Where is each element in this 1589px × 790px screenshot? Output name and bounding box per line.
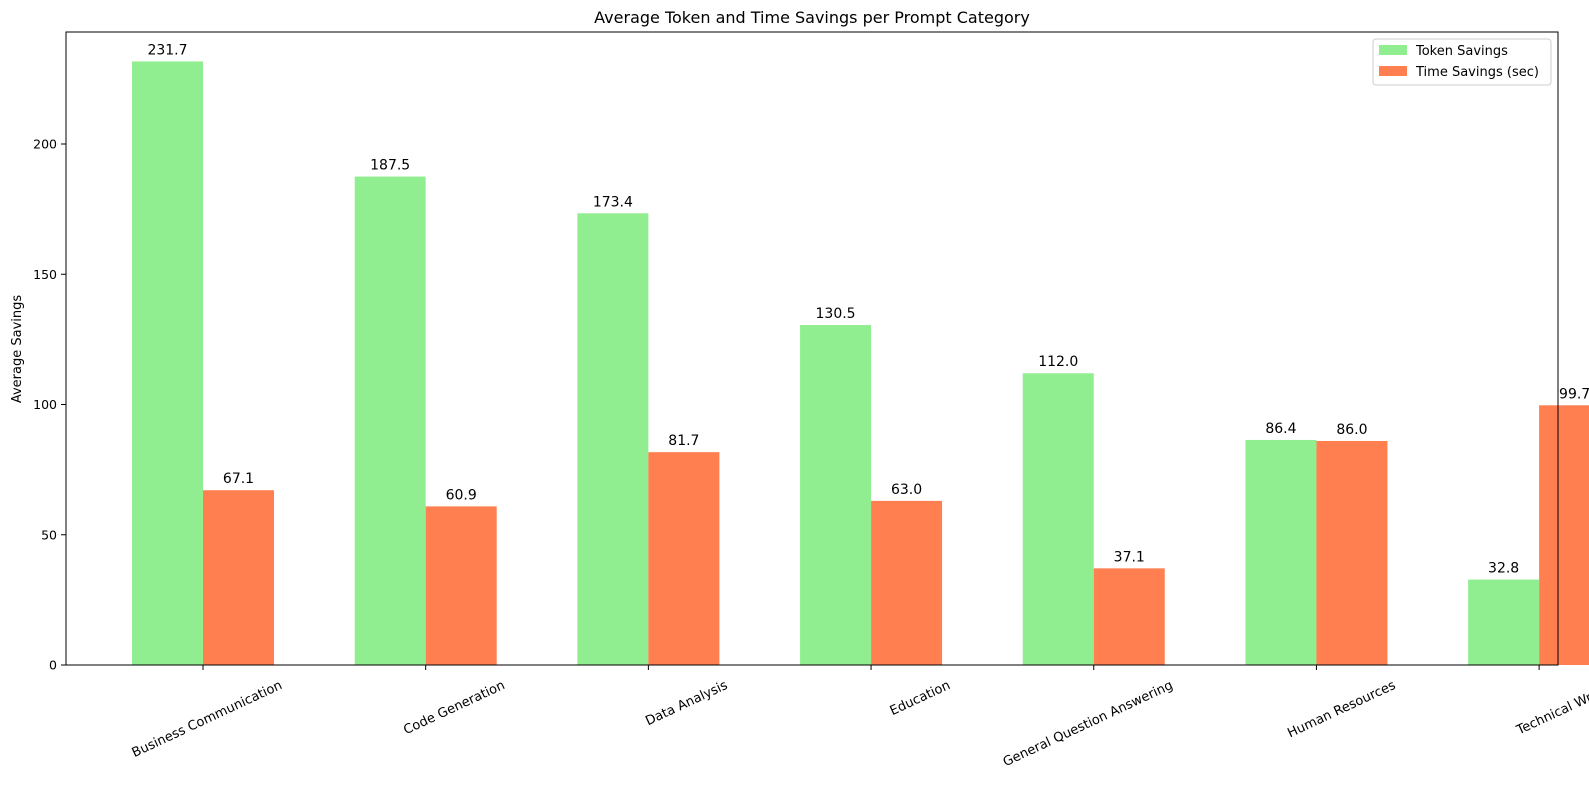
legend-box — [1372, 38, 1552, 86]
y-tick-label: 150 — [33, 267, 57, 282]
data-label: 60.9 — [446, 487, 477, 503]
data-label: 63.0 — [891, 482, 922, 498]
data-label: 86.4 — [1265, 421, 1296, 437]
legend-label: Time Savings (sec) — [1415, 65, 1539, 80]
y-tick-label: 200 — [33, 137, 57, 152]
token-savings-bar — [354, 176, 426, 665]
x-tick-label: Education — [888, 678, 953, 719]
x-tick-label: Human Resources — [1285, 678, 1398, 741]
data-label: 81.7 — [668, 433, 699, 449]
data-label: 173.4 — [593, 194, 633, 210]
token-savings-bar — [577, 213, 649, 665]
data-label: 86.0 — [1336, 422, 1367, 438]
token-savings-bar — [800, 325, 872, 665]
time-savings-bar — [871, 500, 943, 665]
legend-swatch — [1379, 45, 1407, 55]
data-label: 231.7 — [147, 42, 187, 58]
x-tick-label: Code Generation — [401, 678, 507, 738]
bars-layer — [132, 61, 1589, 666]
y-tick-label: 100 — [33, 397, 57, 412]
x-tick-label: Data Analysis — [643, 678, 730, 729]
time-savings-bar — [1093, 568, 1165, 665]
token-savings-bar — [1245, 439, 1317, 665]
y-tick-label: 0 — [49, 658, 57, 673]
time-savings-bar — [1539, 405, 1589, 665]
token-savings-bar — [1022, 373, 1094, 665]
chart-title: Average Token and Time Savings per Promp… — [594, 8, 1030, 27]
data-label: 130.5 — [816, 306, 856, 322]
data-labels-layer: 231.7 67.1 187.5 60.9 173.4 81.7 130.5 63.0 112.… — [147, 42, 1589, 576]
legend-swatch — [1379, 66, 1407, 76]
time-savings-bar — [1316, 440, 1388, 665]
x-tick-label: General Question Answering — [1001, 678, 1176, 770]
data-label: 67.1 — [223, 471, 254, 487]
plot-frame — [65, 31, 1559, 666]
y-axis-label: Average Savings — [10, 295, 25, 404]
data-label: 37.1 — [1114, 549, 1145, 565]
data-label: 32.8 — [1488, 561, 1519, 577]
time-savings-bar — [425, 506, 497, 665]
data-label: 187.5 — [370, 158, 410, 174]
token-savings-bar — [1468, 579, 1540, 665]
x-tick-label: Business Communication — [130, 678, 285, 761]
data-label: 99.7 — [1559, 386, 1589, 402]
data-label: 112.0 — [1038, 354, 1078, 370]
x-tick-label: Technical Writing — [1514, 678, 1589, 739]
legend-label: Token Savings — [1415, 44, 1508, 59]
token-savings-bar — [132, 61, 203, 666]
y-tick-label: 50 — [41, 527, 57, 542]
time-savings-bar — [648, 452, 720, 665]
legend: Token Savings Time Savings (sec) — [1372, 38, 1552, 86]
time-savings-bar — [203, 490, 274, 665]
